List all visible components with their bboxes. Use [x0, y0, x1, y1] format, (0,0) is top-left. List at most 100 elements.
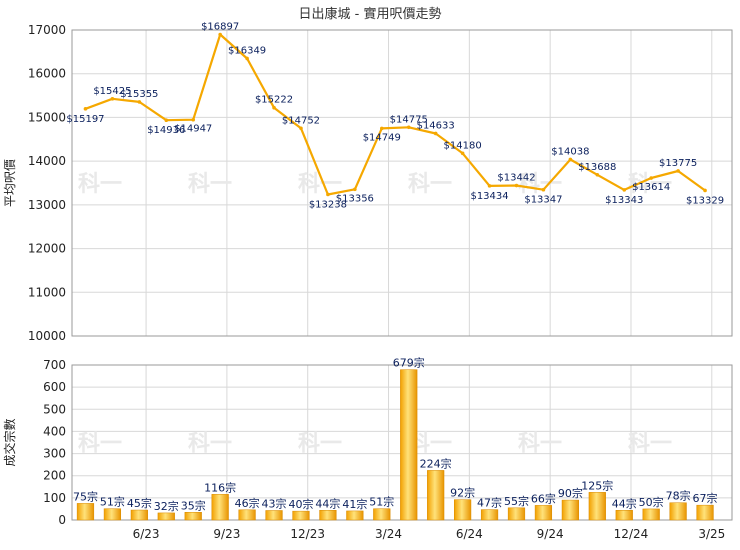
price-point — [703, 188, 707, 193]
volume-bar — [669, 502, 687, 521]
price-label: $13442 — [497, 173, 535, 184]
price-label: $14752 — [282, 115, 320, 126]
volume-bar — [534, 505, 553, 521]
x-tick-label: 9/23 — [213, 527, 240, 541]
volume-label: 679宗 — [393, 356, 425, 370]
volume-label: 40宗 — [288, 497, 313, 511]
price-point — [137, 100, 142, 104]
volume-bar — [346, 510, 364, 521]
watermark-text: 科一 — [78, 172, 122, 197]
y-axis-label: 平均呎價 — [3, 159, 17, 207]
volume-bar — [696, 504, 714, 521]
volume-label: 116宗 — [204, 480, 236, 494]
price-label: $13775 — [659, 158, 697, 169]
volume-label: 50宗 — [639, 495, 664, 509]
y-tick-label: 200 — [43, 469, 66, 483]
price-point — [218, 32, 222, 37]
price-label: $13238 — [309, 199, 347, 210]
x-tick-label: 3/24 — [375, 527, 402, 541]
price-label: $14633 — [417, 120, 455, 131]
y-tick-label: 12000 — [28, 242, 66, 256]
y-tick-label: 13000 — [28, 198, 66, 212]
price-label: $15222 — [255, 95, 293, 106]
volume-bar — [130, 509, 148, 521]
y-tick-label: 16000 — [28, 67, 66, 81]
x-tick-label: 9/24 — [537, 527, 564, 541]
volume-label: 44宗 — [315, 496, 340, 510]
volume-label: 46宗 — [235, 496, 260, 510]
volume-bar — [588, 492, 606, 521]
volume-bar — [103, 508, 122, 521]
watermark-text: 科一 — [518, 432, 562, 457]
volume-label: 90宗 — [558, 486, 583, 500]
watermark-text: 科一 — [188, 432, 232, 457]
volume-bar — [292, 510, 310, 521]
price-label: $16897 — [201, 22, 239, 33]
volume-bar — [373, 508, 391, 521]
price-label: $13329 — [686, 195, 724, 206]
price-label: $14180 — [444, 140, 482, 151]
volume-label: 43宗 — [262, 496, 287, 510]
price-point — [487, 184, 492, 188]
price-label: $13434 — [470, 191, 508, 202]
price-label: $15425 — [93, 86, 131, 97]
price-label: $13688 — [578, 162, 616, 173]
volume-label: 125宗 — [581, 478, 613, 492]
y-tick-label: 100 — [43, 491, 66, 505]
volume-bar — [480, 509, 499, 521]
y-tick-label: 0 — [58, 513, 66, 527]
volume-label: 51宗 — [100, 495, 125, 509]
price-point — [541, 187, 546, 192]
watermark-text: 科一 — [188, 172, 232, 197]
y-tick-label: 14000 — [28, 154, 66, 168]
y-tick-label: 300 — [43, 447, 66, 461]
x-tick-label: 12/24 — [614, 527, 649, 541]
price-point — [110, 97, 115, 101]
price-label: $14775 — [390, 114, 428, 125]
volume-label: 51宗 — [369, 495, 394, 509]
price-point — [299, 126, 303, 131]
price-point — [649, 176, 653, 180]
volume-bar — [238, 509, 256, 521]
price-label: $14947 — [174, 124, 212, 135]
price-label: $13614 — [632, 182, 670, 193]
volume-bar — [265, 510, 283, 521]
volume-label: 32宗 — [154, 499, 179, 513]
price-label: $13347 — [524, 195, 562, 206]
volume-label: 67宗 — [693, 491, 718, 505]
price-label: $14749 — [363, 132, 401, 143]
volume-bar — [427, 470, 445, 521]
price-label: $14038 — [551, 146, 589, 157]
volume-bar — [211, 494, 229, 521]
volume-bar — [76, 503, 95, 521]
price-label: $15355 — [120, 89, 158, 100]
volume-bar — [319, 510, 337, 521]
y-tick-label: 15000 — [28, 110, 66, 124]
volume-label: 41宗 — [342, 497, 367, 511]
volume-label: 224宗 — [420, 456, 452, 470]
price-point — [272, 105, 276, 110]
y-tick-label: 11000 — [28, 285, 66, 299]
volume-label: 44宗 — [612, 496, 637, 510]
price-point — [379, 126, 384, 131]
price-point — [245, 56, 249, 61]
price-point — [326, 192, 330, 197]
price-point — [460, 151, 465, 156]
y-axis-label: 成交宗數 — [2, 418, 17, 466]
volume-label: 47宗 — [477, 496, 502, 510]
volume-bar — [454, 499, 472, 521]
volume-label: 92宗 — [450, 486, 475, 500]
price-label: $13343 — [605, 195, 643, 206]
volume-bar — [157, 512, 175, 521]
y-tick-label: 600 — [43, 380, 66, 394]
volume-label: 55宗 — [504, 494, 529, 508]
price-label: $13356 — [336, 193, 374, 204]
price-point — [164, 118, 169, 123]
price-point — [191, 117, 196, 122]
watermark-text: 科一 — [408, 172, 452, 197]
price-line-panel: 10000 11000 12000 13000 14000 15000 16000 17000… — [3, 22, 733, 343]
volume-bar — [184, 512, 202, 521]
volume-label: 45宗 — [127, 496, 152, 510]
x-tick-label: 6/23 — [133, 527, 160, 541]
y-tick-label: 17000 — [28, 23, 66, 37]
